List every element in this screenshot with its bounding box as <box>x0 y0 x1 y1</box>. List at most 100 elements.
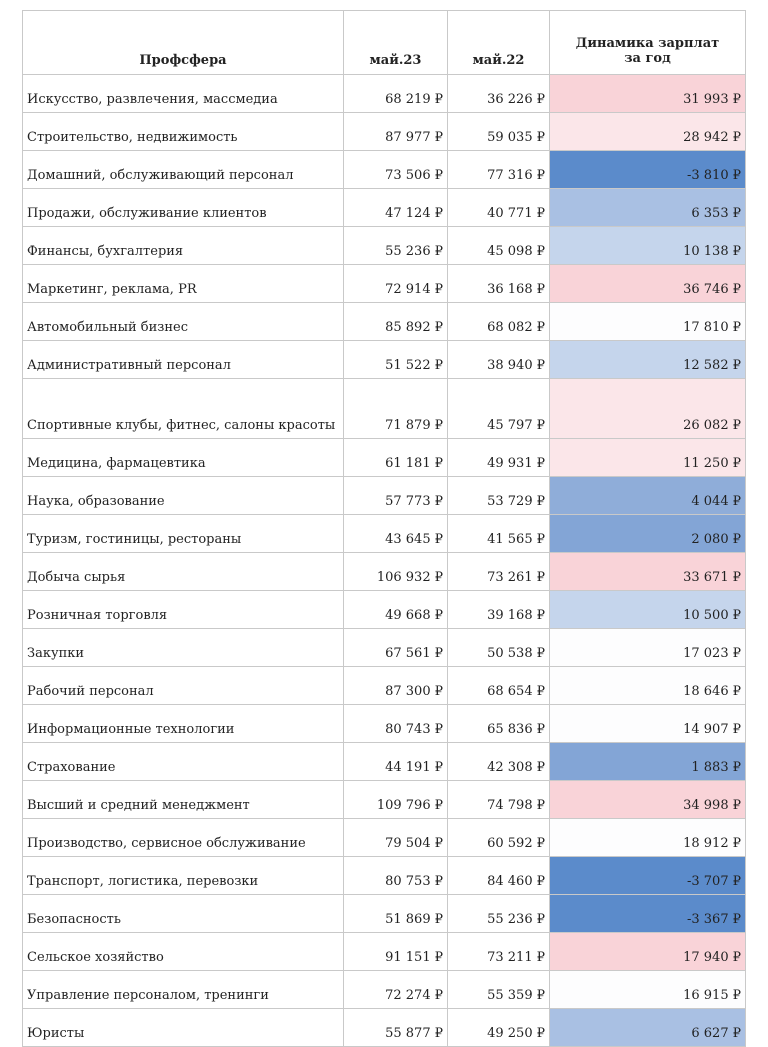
cell-sector: Розничная торговля <box>22 590 344 629</box>
cell-sector: Безопасность <box>22 894 344 933</box>
table-row: Безопасность 51 869 ₽55 236 ₽ -3 367 ₽ <box>22 894 746 933</box>
cell-may22: 68 654 ₽ <box>447 666 550 705</box>
cell-sector: Рабочий персонал <box>22 666 344 705</box>
cell-dynamics: 10 500 ₽ <box>549 590 746 629</box>
cell-dynamics: 6 353 ₽ <box>549 188 746 227</box>
cell-may23: 51 522 ₽ <box>343 340 448 379</box>
table-row: Медицина, фармацевтика 61 181 ₽49 931 ₽11… <box>22 438 746 477</box>
cell-may23: 109 796 ₽ <box>343 780 448 819</box>
cell-may23: 80 743 ₽ <box>343 704 448 743</box>
table-row: Наука, образование 57 773 ₽53 729 ₽4 044 … <box>22 476 746 515</box>
cell-may23: 67 561 ₽ <box>343 628 448 667</box>
table-row: Строительство, недвижимость 87 977 ₽59 03… <box>22 112 746 151</box>
cell-may23: 72 914 ₽ <box>343 264 448 303</box>
table-row: Управление персоналом, тренинги 72 274 ₽5… <box>22 970 746 1009</box>
cell-sector: Производство, сервисное обслуживание <box>22 818 344 857</box>
cell-may22: 49 931 ₽ <box>447 438 550 477</box>
cell-may23: 73 506 ₽ <box>343 150 448 189</box>
cell-may22: 39 168 ₽ <box>447 590 550 629</box>
cell-dynamics: 34 998 ₽ <box>549 780 746 819</box>
cell-sector: Управление персоналом, тренинги <box>22 970 344 1009</box>
cell-may23: 55 236 ₽ <box>343 226 448 265</box>
cell-may22: 73 211 ₽ <box>447 932 550 971</box>
header-dynamics: Динамика зарплат за год <box>549 10 746 75</box>
cell-sector: Административный персонал <box>22 340 344 379</box>
table-row: Производство, сервисное обслуживание 79 5… <box>22 818 746 857</box>
table-row: Маркетинг, реклама, PR 72 914 ₽36 168 ₽36… <box>22 264 746 303</box>
cell-may22: 42 308 ₽ <box>447 742 550 781</box>
cell-dynamics: 17 940 ₽ <box>549 932 746 971</box>
table-row: Продажи, обслуживание клиентов 47 124 ₽40… <box>22 188 746 227</box>
cell-sector: Добыча сырья <box>22 552 344 591</box>
cell-dynamics: 18 646 ₽ <box>549 666 746 705</box>
cell-may23: 47 124 ₽ <box>343 188 448 227</box>
cell-sector: Спортивные клубы, фитнес, салоны красоты <box>22 378 344 439</box>
cell-may22: 84 460 ₽ <box>447 856 550 895</box>
cell-may22: 59 035 ₽ <box>447 112 550 151</box>
cell-may22: 45 098 ₽ <box>447 226 550 265</box>
cell-dynamics: -3 707 ₽ <box>549 856 746 895</box>
cell-sector: Транспорт, логистика, перевозки <box>22 856 344 895</box>
cell-dynamics: 14 907 ₽ <box>549 704 746 743</box>
cell-dynamics: -3 367 ₽ <box>549 894 746 933</box>
cell-may22: 55 236 ₽ <box>447 894 550 933</box>
cell-may23: 68 219 ₽ <box>343 74 448 113</box>
cell-may22: 55 359 ₽ <box>447 970 550 1009</box>
header-dynamics-line1: Динамика зарплат <box>575 36 720 51</box>
cell-sector: Сельское хозяйство <box>22 932 344 971</box>
cell-may23: 49 668 ₽ <box>343 590 448 629</box>
cell-may22: 49 250 ₽ <box>447 1008 550 1047</box>
cell-may23: 71 879 ₽ <box>343 378 448 439</box>
table-row: Домашний, обслуживающий персонал 73 506 ₽… <box>22 150 746 189</box>
cell-dynamics: 17 023 ₽ <box>549 628 746 667</box>
header-dynamics-line2: за год <box>624 51 671 66</box>
table-row: Искусство, развлечения, массмедиа 68 219 … <box>22 74 746 113</box>
cell-sector: Домашний, обслуживающий персонал <box>22 150 344 189</box>
table-row: Страхование 44 191 ₽42 308 ₽1 883 ₽ <box>22 742 746 781</box>
cell-sector: Финансы, бухгалтерия <box>22 226 344 265</box>
cell-dynamics: -3 810 ₽ <box>549 150 746 189</box>
cell-may22: 77 316 ₽ <box>447 150 550 189</box>
cell-may23: 55 877 ₽ <box>343 1008 448 1047</box>
cell-may23: 44 191 ₽ <box>343 742 448 781</box>
cell-may22: 74 798 ₽ <box>447 780 550 819</box>
table-row: Розничная торговля 49 668 ₽39 168 ₽10 500… <box>22 590 746 629</box>
cell-may23: 106 932 ₽ <box>343 552 448 591</box>
cell-dynamics: 18 912 ₽ <box>549 818 746 857</box>
cell-dynamics: 6 627 ₽ <box>549 1008 746 1047</box>
cell-may23: 87 300 ₽ <box>343 666 448 705</box>
header-sector: Профсфера <box>22 10 344 75</box>
cell-may23: 85 892 ₽ <box>343 302 448 341</box>
cell-may22: 40 771 ₽ <box>447 188 550 227</box>
cell-sector: Закупки <box>22 628 344 667</box>
cell-dynamics: 17 810 ₽ <box>549 302 746 341</box>
table-row: Высший и средний менеджмент 109 796 ₽74 7… <box>22 780 746 819</box>
table-row: Транспорт, логистика, перевозки 80 753 ₽8… <box>22 856 746 895</box>
header-row: Профсфера май.23 май.22 Динамика зарплат… <box>22 10 746 75</box>
cell-dynamics: 2 080 ₽ <box>549 514 746 553</box>
cell-may23: 51 869 ₽ <box>343 894 448 933</box>
cell-dynamics: 28 942 ₽ <box>549 112 746 151</box>
table-row: Автомобильный бизнес 85 892 ₽68 082 ₽17 8… <box>22 302 746 341</box>
cell-may23: 57 773 ₽ <box>343 476 448 515</box>
cell-may22: 68 082 ₽ <box>447 302 550 341</box>
cell-sector: Информационные технологии <box>22 704 344 743</box>
cell-may23: 91 151 ₽ <box>343 932 448 971</box>
table-row: Сельское хозяйство 91 151 ₽73 211 ₽17 940… <box>22 932 746 971</box>
table-body: Искусство, развлечения, массмедиа 68 219 … <box>22 74 746 1047</box>
cell-sector: Туризм, гостиницы, рестораны <box>22 514 344 553</box>
table-row: Информационные технологии 80 743 ₽65 836 … <box>22 704 746 743</box>
cell-may23: 79 504 ₽ <box>343 818 448 857</box>
cell-sector: Юристы <box>22 1008 344 1047</box>
cell-may22: 65 836 ₽ <box>447 704 550 743</box>
table-row: Закупки 67 561 ₽50 538 ₽17 023 ₽ <box>22 628 746 667</box>
cell-may22: 45 797 ₽ <box>447 378 550 439</box>
salary-table: Профсфера май.23 май.22 Динамика зарплат… <box>22 10 746 1047</box>
cell-sector: Наука, образование <box>22 476 344 515</box>
cell-dynamics: 16 915 ₽ <box>549 970 746 1009</box>
cell-may22: 50 538 ₽ <box>447 628 550 667</box>
cell-dynamics: 33 671 ₽ <box>549 552 746 591</box>
cell-sector: Страхование <box>22 742 344 781</box>
cell-dynamics: 4 044 ₽ <box>549 476 746 515</box>
table-row: Рабочий персонал 87 300 ₽68 654 ₽18 646 ₽ <box>22 666 746 705</box>
